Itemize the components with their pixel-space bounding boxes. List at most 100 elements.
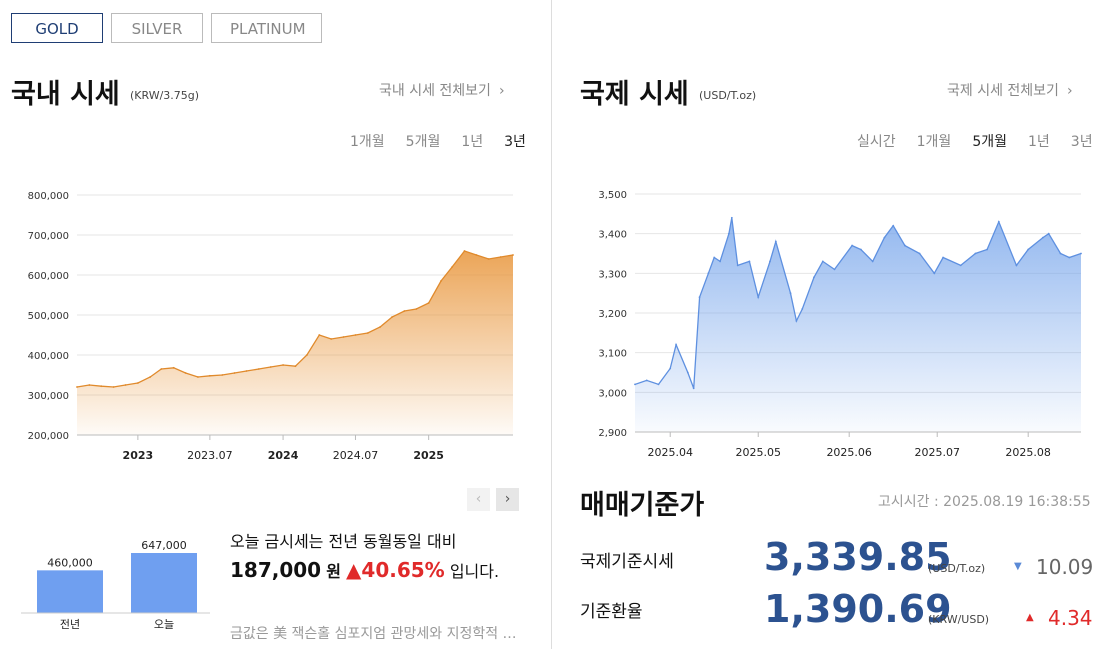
x-tick-label: 2023.07 (187, 449, 233, 462)
tab-platinum[interactable]: PLATINUM (211, 13, 322, 43)
intl-standard-label: 국제기준시세 (580, 552, 674, 572)
comparison-line1: 오늘 금시세는 전년 동월동일 대비 (230, 532, 457, 551)
x-tick-label: 2025.04 (647, 446, 693, 459)
y-tick-label: 3,000 (598, 388, 627, 399)
data-point (707, 272, 710, 275)
data-point (112, 386, 115, 388)
data-point (1080, 252, 1082, 255)
data-point (463, 250, 466, 252)
data-point (986, 248, 989, 251)
data-point (318, 334, 321, 336)
domestic-unit: (KRW/3.75g) (130, 89, 200, 102)
international-title: 국제 시세 (580, 79, 689, 110)
domestic-more-label: 국내 시세 전체보기 (379, 83, 491, 99)
data-point (851, 244, 854, 247)
data-point (512, 254, 514, 256)
data-point (813, 276, 815, 279)
tab-silver[interactable]: SILVER (111, 13, 203, 43)
data-point (499, 256, 502, 258)
data-point (1059, 252, 1062, 255)
domestic-period-5m[interactable]: 5개월 (405, 134, 441, 150)
next-button[interactable]: › (496, 488, 519, 511)
domestic-period-1m[interactable]: 1개월 (350, 134, 385, 150)
y-tick-label: 700,000 (28, 231, 69, 242)
data-point (727, 232, 730, 235)
standard-price-title: 매매기준가 (580, 490, 705, 521)
data-point (124, 384, 127, 386)
chevron-right-icon: › (498, 83, 505, 99)
exchange-rate-change: 4.34 (1048, 606, 1093, 630)
international-more-label: 국제 시세 전체보기 (947, 83, 1059, 99)
bar-category-label: 전년 (60, 618, 80, 631)
data-point (795, 320, 798, 322)
domestic-more-link[interactable]: 국내 시세 전체보기 › (379, 80, 505, 100)
data-point (974, 252, 977, 255)
intl-period-3y[interactable]: 3년 (1070, 134, 1093, 150)
data-point (88, 384, 91, 386)
bar-value-label: 460,000 (47, 556, 93, 569)
series-area (77, 251, 513, 435)
data-point (769, 260, 771, 263)
data-point (645, 379, 648, 382)
domestic-period-3y[interactable]: 3년 (504, 134, 526, 150)
data-point (233, 372, 236, 374)
intl-standard-value: 3,339.85 (764, 535, 952, 579)
y-tick-label: 600,000 (28, 271, 69, 282)
data-point (669, 367, 672, 370)
domestic-period-1y[interactable]: 1년 (461, 134, 484, 150)
y-tick-label: 3,300 (598, 269, 627, 280)
exchange-rate-value: 1,390.69 (764, 587, 952, 631)
y-tick-label: 200,000 (28, 431, 69, 442)
x-tick-label: 2025.05 (735, 446, 781, 459)
data-point (100, 385, 103, 388)
column-divider (551, 0, 552, 649)
data-point (821, 260, 824, 263)
exchange-rate-unit: (KRW/USD) (928, 613, 990, 626)
metal-tabs: GOLD SILVER PLATINUM (11, 13, 322, 43)
data-point (221, 374, 224, 376)
intl-period-1m[interactable]: 1개월 (916, 134, 952, 150)
data-point (698, 296, 701, 299)
intl-period-realtime[interactable]: 실시간 (857, 134, 896, 150)
data-point (692, 387, 695, 390)
x-tick-label: 2023 (123, 449, 154, 462)
data-point (1068, 256, 1071, 259)
intl-standard-unit: (USD/T.oz) (928, 562, 986, 575)
data-point (149, 376, 152, 378)
y-tick-label: 3,500 (598, 190, 627, 201)
data-point (342, 336, 345, 338)
prev-button[interactable]: ‹ (467, 488, 490, 511)
data-point (719, 260, 721, 263)
data-point (904, 244, 906, 247)
tab-gold[interactable]: GOLD (11, 13, 103, 43)
data-point (354, 334, 357, 336)
data-point (269, 366, 272, 368)
data-point (391, 316, 393, 318)
up-arrow-icon: ▲ (346, 558, 362, 582)
data-point (736, 264, 739, 267)
data-point (918, 252, 921, 255)
intl-period-5m[interactable]: 5개월 (972, 134, 1007, 150)
exchange-rate-label: 기준환율 (580, 602, 643, 622)
year-compare-bar-chart: 460,000 전년 647,000 오늘 (21, 539, 210, 631)
intl-period-1y[interactable]: 1년 (1027, 134, 1050, 150)
data-point (282, 364, 284, 366)
data-point (997, 220, 1000, 223)
data-point (475, 254, 478, 256)
international-price-chart: 3,500 3,400 3,300 3,200 3,100 3,000 2,900 2025.… (598, 190, 1082, 459)
data-point (789, 292, 792, 295)
data-point (379, 326, 382, 328)
international-unit: (USD/T.oz) (699, 89, 757, 102)
data-point (942, 256, 944, 259)
domestic-price-chart: 800,000 700,000 600,000 500,000 400,000 300,0… (28, 191, 514, 462)
series-area (635, 217, 1081, 432)
data-point (172, 366, 175, 369)
data-point (451, 266, 454, 268)
down-arrow-icon: ▼ (1014, 561, 1022, 572)
y-tick-label: 2,900 (598, 428, 627, 439)
data-point (1015, 264, 1018, 267)
data-point (440, 280, 442, 282)
y-tick-label: 500,000 (28, 311, 69, 322)
international-more-link[interactable]: 국제 시세 전체보기 › (947, 80, 1073, 100)
international-period-tabs: 실시간 1개월 5개월 1년 3년 (857, 131, 1093, 151)
